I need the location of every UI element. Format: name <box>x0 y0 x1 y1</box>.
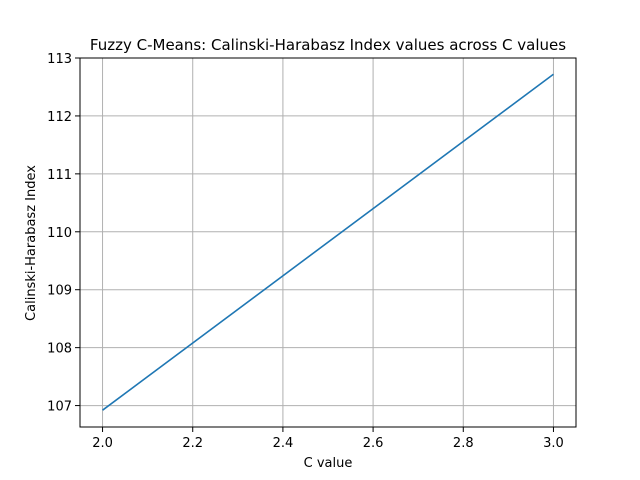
x-tick-label: 2.0 <box>92 436 113 451</box>
axes-frame <box>79 57 577 428</box>
y-tick-label: 110 <box>47 226 72 241</box>
y-tick-label: 108 <box>47 342 72 357</box>
y-tick-label: 109 <box>47 284 72 299</box>
x-tick-label: 2.2 <box>182 436 203 451</box>
x-tick-label: 2.4 <box>273 436 294 451</box>
plot-frame <box>79 57 577 428</box>
x-tick-label: 2.6 <box>363 436 384 451</box>
ticks: 2.0 2.2 2.4 2.6 2.8 3.0 107 108 109 110 111 112 113 <box>47 52 564 451</box>
x-axis-label: C value <box>304 456 353 471</box>
x-tick-label: 2.8 <box>453 436 474 451</box>
chart-title: Fuzzy C-Means: Calinski-Harabasz Index v… <box>90 36 566 54</box>
y-tick-label: 107 <box>47 400 72 415</box>
y-tick-label: 111 <box>47 168 72 183</box>
y-tick-label: 113 <box>47 52 72 67</box>
series-line <box>102 73 554 411</box>
y-tick-label: 112 <box>47 110 72 125</box>
y-axis-label: Calinski-Harabasz Index <box>24 165 39 321</box>
series-layer <box>102 73 554 411</box>
x-tick-label: 3.0 <box>543 436 564 451</box>
